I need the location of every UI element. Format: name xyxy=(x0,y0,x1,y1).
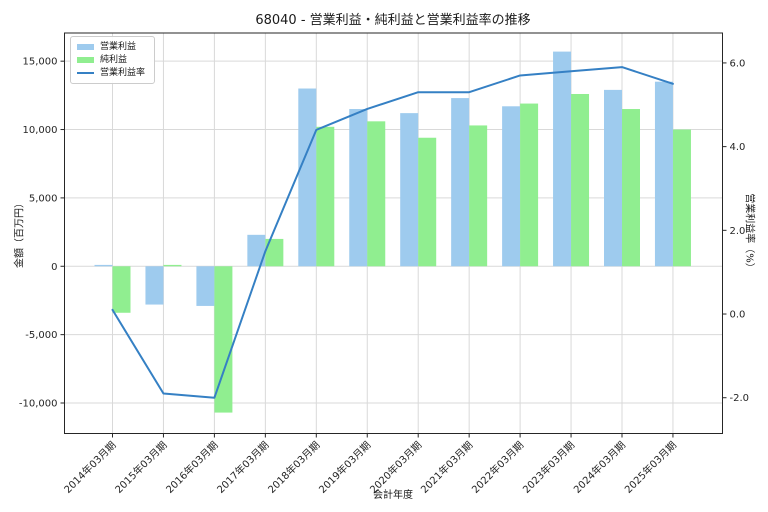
left-tick-label: -5,000 xyxy=(25,330,57,341)
bar-operating-profit-8 xyxy=(502,106,521,267)
legend-item-operating-profit: 営業利益 xyxy=(77,42,145,52)
right-tick-label: 2.0 xyxy=(730,226,746,237)
right-tick-label: 4.0 xyxy=(730,142,746,153)
bar-operating-profit-7 xyxy=(451,98,470,267)
bar-operating-profit-2 xyxy=(196,266,215,306)
legend-label-net-profit: 純利益 xyxy=(100,55,128,65)
left-axis-title: 金額（百万円） xyxy=(14,198,26,268)
bar-net-profit-1 xyxy=(163,264,182,267)
legend-label-operating-profit: 営業利益 xyxy=(100,42,137,52)
net-profit-swatch xyxy=(77,57,94,63)
bar-operating-profit-4 xyxy=(298,88,317,267)
legend: 営業利益 純利益 営業利益率 xyxy=(70,36,156,84)
bar-operating-profit-0 xyxy=(94,264,113,267)
chart-title: 68040 - 営業利益・純利益と営業利益率の推移 xyxy=(255,13,531,28)
bar-operating-profit-11 xyxy=(654,81,673,267)
bar-net-profit-3 xyxy=(265,238,284,267)
bar-operating-profit-9 xyxy=(553,51,572,267)
left-tick-label: 0 xyxy=(51,262,57,273)
legend-item-operating-margin: 営業利益率 xyxy=(77,68,145,78)
bar-net-profit-0 xyxy=(112,266,131,313)
bar-net-profit-10 xyxy=(622,109,640,267)
right-axis-title: 営業利益率（%） xyxy=(743,193,755,273)
operating-margin-line-swatch xyxy=(77,71,94,75)
left-tick-label: 5,000 xyxy=(29,193,58,204)
left-tick-label: 10,000 xyxy=(23,125,58,136)
bar-operating-profit-3 xyxy=(247,234,266,267)
bar-net-profit-11 xyxy=(672,129,691,267)
bar-net-profit-2 xyxy=(214,266,233,413)
bar-net-profit-9 xyxy=(571,93,590,267)
operating-margin-line xyxy=(111,66,674,399)
x-axis-title: 会計年度 xyxy=(373,490,413,501)
bar-net-profit-5 xyxy=(367,121,386,267)
right-tick-label: 0.0 xyxy=(730,310,746,321)
bar-net-profit-4 xyxy=(316,126,335,267)
left-tick-label: 15,000 xyxy=(23,57,58,68)
bar-operating-profit-5 xyxy=(349,109,368,267)
bar-operating-profit-1 xyxy=(145,266,164,305)
bar-net-profit-8 xyxy=(520,103,539,267)
left-tick-label: -10,000 xyxy=(19,399,58,410)
bar-net-profit-6 xyxy=(418,137,437,267)
bar-operating-profit-6 xyxy=(400,113,419,267)
right-tick-label: 6.0 xyxy=(730,58,746,69)
bar-net-profit-7 xyxy=(469,125,488,267)
legend-label-operating-margin: 営業利益率 xyxy=(100,68,146,78)
right-tick-label: -2.0 xyxy=(730,393,750,404)
plot-border xyxy=(64,32,723,434)
legend-item-net-profit: 純利益 xyxy=(77,55,145,65)
operating-profit-swatch xyxy=(77,44,94,50)
bar-operating-profit-10 xyxy=(604,89,622,267)
